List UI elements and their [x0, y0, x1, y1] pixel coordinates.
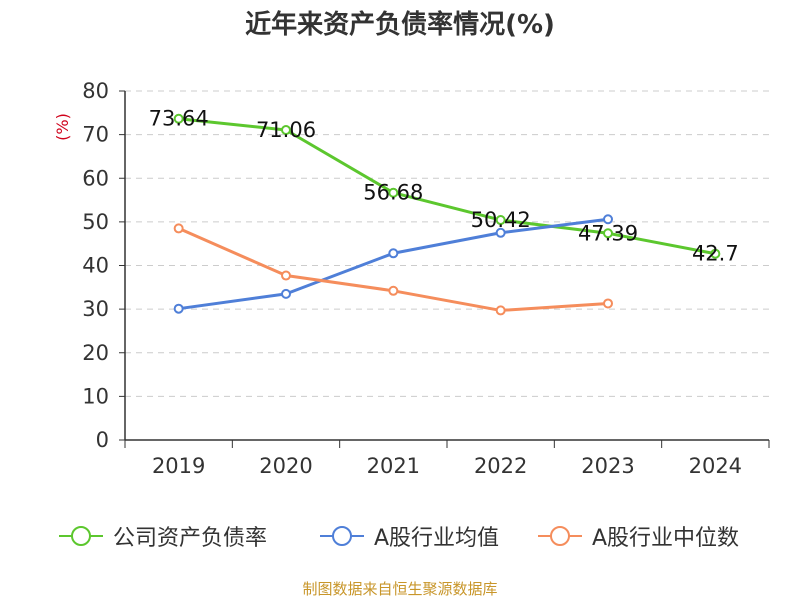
legend-marker-icon	[320, 526, 364, 546]
legend-item[interactable]: 公司资产负债率	[57, 516, 267, 556]
data-point	[388, 285, 399, 296]
y-tick-label: 60	[82, 166, 109, 190]
legend-label: A股行业中位数	[592, 526, 740, 551]
data-point	[495, 227, 506, 238]
data-point	[281, 125, 291, 136]
data-point	[710, 248, 721, 259]
source-note: 制图数据来自恒生聚源数据库	[302, 580, 498, 598]
chart-title: 近年来资产负债率情况(%)	[245, 10, 555, 40]
series-line-0	[178, 117, 716, 256]
legend-circle	[71, 526, 91, 546]
data-point	[388, 248, 399, 259]
data-point	[173, 303, 184, 314]
x-tick-label: 2020	[259, 454, 312, 478]
gridlines	[125, 90, 769, 397]
data-label: 42.7	[692, 242, 739, 266]
data-label: 71.06	[256, 118, 316, 142]
y-tick-label: 50	[82, 210, 109, 234]
x-tick-label: 2021	[367, 454, 420, 478]
legend-item[interactable]: A股行业均值	[318, 516, 499, 556]
data-point	[388, 187, 399, 198]
series-lines	[173, 113, 721, 316]
data-point	[173, 223, 184, 234]
y-tick-label: 20	[82, 341, 109, 365]
data-point	[281, 270, 291, 281]
y-tick-label: 70	[82, 123, 109, 147]
legend-circle	[550, 526, 570, 546]
legend-item[interactable]: A股行业中位数	[536, 516, 739, 556]
y-tick-label: 0	[96, 428, 109, 452]
data-label: 47.39	[578, 221, 638, 245]
data-label: 73.64	[149, 107, 209, 131]
series-line-2	[178, 227, 609, 312]
data-label: 50.42	[471, 208, 531, 232]
x-tick-label: 2022	[474, 454, 527, 478]
data-point	[173, 113, 184, 124]
data-label: 56.68	[363, 181, 423, 205]
data-labels: 73.64 71.06 56.68 50.42 47.39 42.7	[149, 107, 739, 266]
y-tick-label: 40	[82, 254, 109, 278]
x-tick-label: 2019	[152, 454, 205, 478]
x-tick-label: 2023	[581, 454, 634, 478]
y-tick-label: 30	[82, 297, 109, 321]
data-point	[495, 215, 506, 226]
x-tick-label: 2024	[689, 454, 742, 478]
legend-label: 公司资产负债率	[113, 526, 268, 551]
legend-marker-icon	[59, 526, 103, 546]
legend: 公司资产负债率 A股行业均值 A股行业中位数	[0, 516, 800, 556]
data-point	[281, 288, 291, 299]
data-point	[603, 298, 613, 309]
y-tick-label: 10	[82, 384, 109, 408]
legend-circle	[332, 526, 352, 546]
y-axis-label: (%)	[53, 113, 72, 141]
legend-marker-icon	[538, 526, 582, 546]
y-tick-label: 80	[82, 79, 109, 103]
data-point	[603, 214, 613, 225]
axes: 0 10 20 30 40 50 60 70 80 2019 2020 2021 2022 2023 202…	[53, 79, 770, 478]
data-point	[603, 228, 613, 239]
legend-label: A股行业均值	[374, 526, 500, 551]
data-point	[495, 305, 506, 316]
